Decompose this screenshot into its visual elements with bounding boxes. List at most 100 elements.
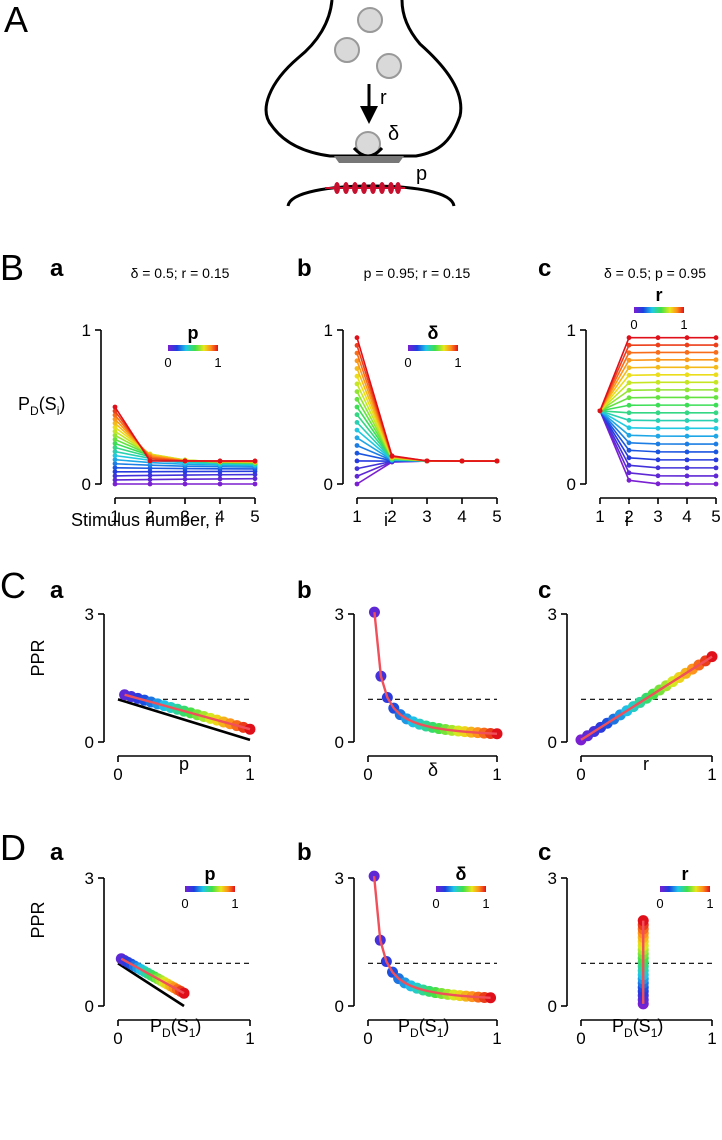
data-point xyxy=(389,453,395,459)
panel-label-d: D xyxy=(0,827,26,868)
data-point xyxy=(217,458,223,464)
data-point xyxy=(112,404,118,410)
x-tick-label: 0 xyxy=(363,1029,372,1048)
data-point xyxy=(684,350,690,355)
data-point xyxy=(713,473,719,479)
data-point xyxy=(684,465,690,471)
sub-label: a xyxy=(50,255,64,282)
y-tick-label: 3 xyxy=(85,869,94,888)
chart-db: 0 3 0 1 xyxy=(335,869,502,1048)
data-point xyxy=(217,476,223,482)
data-point xyxy=(684,441,690,447)
data-point xyxy=(684,387,690,393)
colorbar-max-label: 1 xyxy=(214,355,221,370)
data-point xyxy=(112,457,118,463)
data-point xyxy=(354,412,360,418)
data-point xyxy=(354,420,360,425)
data-point xyxy=(713,465,719,471)
y-tick-label: 0 xyxy=(85,733,94,752)
x-tick-label: 3 xyxy=(653,507,662,526)
data-point xyxy=(713,372,719,378)
data-point xyxy=(597,408,603,414)
data-point xyxy=(626,380,632,386)
data-point xyxy=(626,372,632,378)
x-label-cc: r xyxy=(643,754,649,774)
data-point xyxy=(655,425,661,431)
title-bb: p = 0.95; r = 0.15 xyxy=(364,265,471,281)
presynaptic-terminal xyxy=(264,0,463,158)
data-point xyxy=(112,465,118,471)
data-point xyxy=(684,418,690,423)
colorbar-delta xyxy=(408,345,458,351)
data-point xyxy=(713,433,719,439)
data-point xyxy=(713,441,719,447)
sub-label: b xyxy=(297,839,312,866)
data-point xyxy=(684,364,690,370)
data-point xyxy=(713,335,719,341)
active-zone xyxy=(334,156,404,163)
data-point xyxy=(147,473,153,478)
label-p: p xyxy=(416,163,427,185)
x-tick-label: 1 xyxy=(245,765,254,784)
data-point xyxy=(684,342,690,348)
colorbar-title: p xyxy=(188,323,199,343)
panel-label-a: A xyxy=(4,0,28,40)
data-point xyxy=(684,481,690,487)
x-tick-label: 4 xyxy=(215,507,224,526)
x-label-ca: p xyxy=(179,754,189,774)
x-tick-label: 5 xyxy=(250,507,259,526)
y-label-b: PD(Si) xyxy=(18,394,65,418)
y-tick-label: 0 xyxy=(548,997,557,1016)
colorbar-r xyxy=(660,886,710,892)
data-point xyxy=(626,447,632,453)
data-point xyxy=(655,441,661,447)
fit-line xyxy=(120,957,185,995)
arrow-head-icon xyxy=(360,106,378,124)
title-ba: δ = 0.5; r = 0.15 xyxy=(131,265,230,281)
y-tick-label: 0 xyxy=(85,997,94,1016)
data-point xyxy=(655,342,661,348)
data-point xyxy=(684,357,690,363)
data-point xyxy=(684,402,690,408)
x-label-cb: δ xyxy=(428,760,438,780)
data-point xyxy=(684,457,690,463)
x-tick-label: 2 xyxy=(145,507,154,526)
data-point xyxy=(713,350,719,355)
sub-label: c xyxy=(538,839,551,866)
y-tick-label: 0 xyxy=(567,475,576,494)
y-label-c: PPR xyxy=(28,639,48,676)
data-point xyxy=(713,379,719,385)
data-point xyxy=(655,410,661,416)
panel-label-b: B xyxy=(0,247,24,288)
y-tick-label: 3 xyxy=(335,869,344,888)
data-point xyxy=(112,445,118,450)
x-tick-label: 1 xyxy=(707,765,716,784)
data-point xyxy=(112,453,118,459)
x-label-bc: i xyxy=(625,510,629,530)
colorbar-min-label: 0 xyxy=(656,896,663,911)
data-point xyxy=(354,404,360,410)
colorbar-min-label: 0 xyxy=(404,355,411,370)
data-point xyxy=(626,440,632,446)
data-point xyxy=(147,481,153,487)
data-point xyxy=(354,427,360,433)
data-point xyxy=(684,449,690,455)
theory-line xyxy=(117,698,251,742)
x-tick-label: 1 xyxy=(595,507,604,526)
data-point xyxy=(112,432,118,438)
y-tick-label: 0 xyxy=(82,475,91,494)
data-point xyxy=(713,357,719,363)
data-point xyxy=(684,379,690,385)
y-label-d: PPR xyxy=(28,901,48,938)
data-point xyxy=(626,402,632,408)
label-delta: δ xyxy=(388,123,399,145)
colorbar-min-label: 0 xyxy=(164,355,171,370)
x-tick-label: 4 xyxy=(682,507,691,526)
data-point xyxy=(354,396,360,402)
colorbar-p xyxy=(168,345,218,351)
colorbar-p xyxy=(185,886,235,892)
data-point xyxy=(217,481,223,487)
colorbar-title: r xyxy=(655,285,662,305)
x-tick-label: 2 xyxy=(624,507,633,526)
data-point xyxy=(112,481,118,487)
